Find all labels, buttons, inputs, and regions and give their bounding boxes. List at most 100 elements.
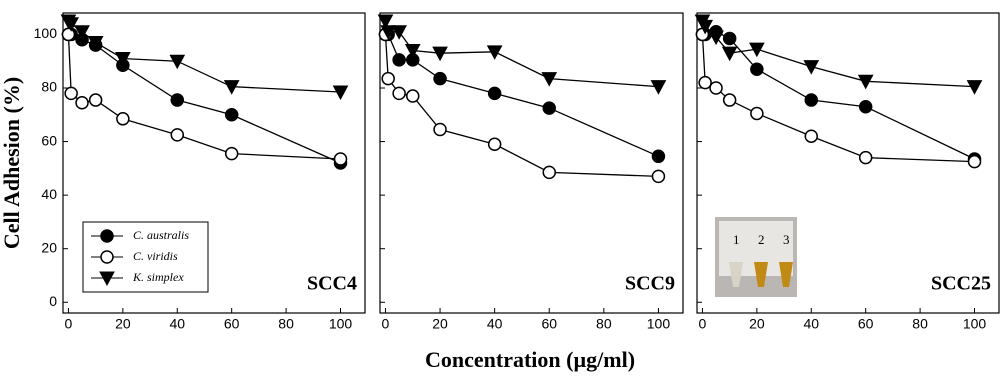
y-tick-label: 80 bbox=[41, 79, 57, 95]
marker bbox=[433, 71, 447, 86]
marker bbox=[433, 122, 447, 137]
x-tick-label: 80 bbox=[278, 316, 294, 332]
marker bbox=[224, 108, 239, 122]
marker bbox=[708, 30, 724, 46]
plot-frame bbox=[696, 12, 1000, 314]
x-tick-label: 20 bbox=[115, 316, 131, 332]
x-tick-label: 100 bbox=[963, 316, 987, 332]
series-line bbox=[384, 20, 659, 88]
x-tick-label: 20 bbox=[432, 316, 448, 332]
marker bbox=[857, 74, 874, 90]
legend-marker bbox=[100, 229, 114, 243]
x-tick-label: 80 bbox=[912, 316, 928, 332]
marker bbox=[542, 165, 556, 180]
marker bbox=[698, 75, 712, 90]
x-tick-label: 40 bbox=[803, 316, 819, 332]
marker bbox=[804, 129, 819, 143]
legend-marker bbox=[99, 271, 115, 287]
inset-label: 2 bbox=[758, 232, 765, 247]
x-tick-label: 100 bbox=[329, 316, 353, 332]
x-tick-label: 20 bbox=[749, 316, 765, 332]
marker bbox=[381, 71, 395, 86]
x-tick-label: 80 bbox=[596, 316, 612, 332]
y-tick-label: 40 bbox=[41, 186, 57, 202]
x-tick-label: 0 bbox=[699, 316, 707, 332]
y-tick-label: 60 bbox=[41, 132, 57, 148]
marker bbox=[64, 86, 78, 101]
marker bbox=[542, 101, 556, 115]
inset-label: 3 bbox=[783, 232, 790, 247]
marker bbox=[697, 19, 713, 35]
marker bbox=[541, 72, 558, 87]
marker bbox=[651, 169, 666, 184]
marker bbox=[404, 44, 421, 59]
marker bbox=[223, 80, 240, 95]
marker bbox=[88, 93, 103, 107]
marker bbox=[650, 80, 667, 95]
x-axis-label: Concentration (µg/ml) bbox=[425, 347, 635, 372]
marker bbox=[87, 35, 104, 51]
x-tick-label: 60 bbox=[541, 316, 557, 332]
marker bbox=[333, 152, 348, 166]
marker bbox=[391, 25, 407, 40]
x-tick-label: 100 bbox=[647, 316, 671, 332]
marker bbox=[116, 112, 130, 126]
marker bbox=[392, 53, 406, 67]
series-line bbox=[67, 34, 341, 160]
marker bbox=[487, 137, 502, 151]
marker bbox=[406, 89, 420, 103]
panel-title: SCC9 bbox=[625, 273, 675, 295]
marker bbox=[63, 17, 79, 32]
marker bbox=[750, 62, 764, 76]
legend-label: K. simplex bbox=[132, 270, 184, 284]
panel-title: SCC25 bbox=[931, 273, 991, 295]
x-tick-label: 60 bbox=[224, 316, 240, 332]
x-tick-label: 0 bbox=[382, 316, 390, 332]
marker bbox=[169, 54, 186, 70]
plot-frame bbox=[379, 12, 684, 314]
marker bbox=[486, 45, 503, 60]
marker bbox=[115, 52, 131, 67]
marker bbox=[170, 93, 185, 107]
marker bbox=[74, 25, 90, 40]
marker bbox=[432, 46, 448, 62]
marker bbox=[722, 93, 737, 107]
x-tick-label: 40 bbox=[169, 316, 185, 332]
marker bbox=[487, 86, 502, 101]
legend-label: C. viridis bbox=[133, 249, 178, 263]
x-tick-label: 0 bbox=[65, 316, 73, 332]
marker bbox=[332, 85, 349, 101]
marker bbox=[803, 60, 820, 75]
y-tick-label: 100 bbox=[34, 25, 58, 41]
marker bbox=[651, 149, 666, 164]
tube bbox=[729, 262, 743, 287]
tube bbox=[754, 262, 768, 287]
marker bbox=[804, 93, 819, 107]
inset-label: 1 bbox=[733, 232, 740, 247]
marker bbox=[858, 150, 873, 165]
marker bbox=[721, 46, 738, 62]
marker bbox=[75, 95, 89, 110]
marker bbox=[967, 154, 982, 169]
x-tick-label: 60 bbox=[858, 316, 874, 332]
legend-marker bbox=[100, 250, 114, 264]
marker bbox=[722, 31, 737, 46]
marker bbox=[377, 14, 394, 30]
y-tick-label: 20 bbox=[41, 239, 57, 255]
marker bbox=[61, 27, 76, 42]
tube bbox=[779, 262, 793, 287]
marker bbox=[750, 106, 764, 121]
x-tick-label: 40 bbox=[487, 316, 503, 332]
marker bbox=[749, 42, 765, 58]
plot-frame bbox=[62, 12, 366, 314]
marker bbox=[966, 80, 983, 95]
marker bbox=[392, 86, 406, 101]
legend-label: C. australis bbox=[133, 228, 189, 242]
marker bbox=[170, 128, 185, 142]
series-line bbox=[385, 33, 659, 157]
series-line bbox=[67, 20, 341, 93]
y-axis-label: Cell Adhesion (%) bbox=[0, 77, 24, 249]
series-line bbox=[384, 34, 659, 178]
marker bbox=[709, 81, 723, 95]
